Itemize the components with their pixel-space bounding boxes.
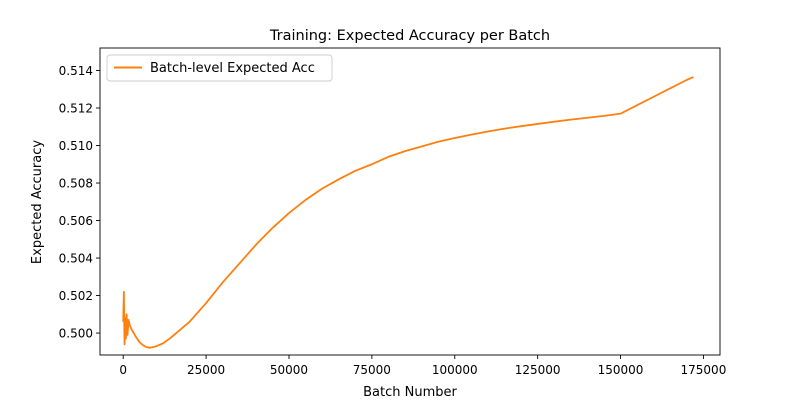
x-tick-label: 75000 <box>353 363 391 377</box>
x-tick-label: 100000 <box>432 363 478 377</box>
legend: Batch-level Expected Acc <box>106 54 333 82</box>
y-tick-label: 0.500 <box>59 327 93 341</box>
x-axis-label: Batch Number <box>363 385 457 400</box>
plot-frame <box>99 47 721 356</box>
legend-box <box>106 54 333 82</box>
y-tick-label: 0.514 <box>59 64 93 78</box>
x-tick-label: 25000 <box>187 363 225 377</box>
y-tick-label: 0.502 <box>59 289 93 303</box>
series-line <box>122 76 694 349</box>
legend-label: Batch-level Expected Acc <box>150 61 315 76</box>
x-tick-label: 125000 <box>515 363 561 377</box>
series-group <box>122 76 694 349</box>
x-tick-label: 0 <box>119 363 127 377</box>
y-tick-label: 0.510 <box>59 139 93 153</box>
x-tick-label: 175000 <box>681 363 727 377</box>
y-tick-label: 0.504 <box>59 252 93 266</box>
y-axis: 0.500 0.502 0.504 0.506 0.508 0.510 0.512 0.514 <box>59 64 100 341</box>
y-tick-label: 0.512 <box>59 102 93 116</box>
plot-area <box>99 47 721 356</box>
y-tick-label: 0.506 <box>59 214 93 228</box>
x-tick-label: 50000 <box>270 363 308 377</box>
chart-title: Training: Expected Accuracy per Batch <box>269 28 550 44</box>
y-tick-label: 0.508 <box>59 177 93 191</box>
x-tick-label: 150000 <box>598 363 644 377</box>
y-axis-label: Expected Accuracy <box>30 140 45 264</box>
x-axis: 0 25000 50000 75000 100000 125000 150000 175000 <box>119 355 726 377</box>
